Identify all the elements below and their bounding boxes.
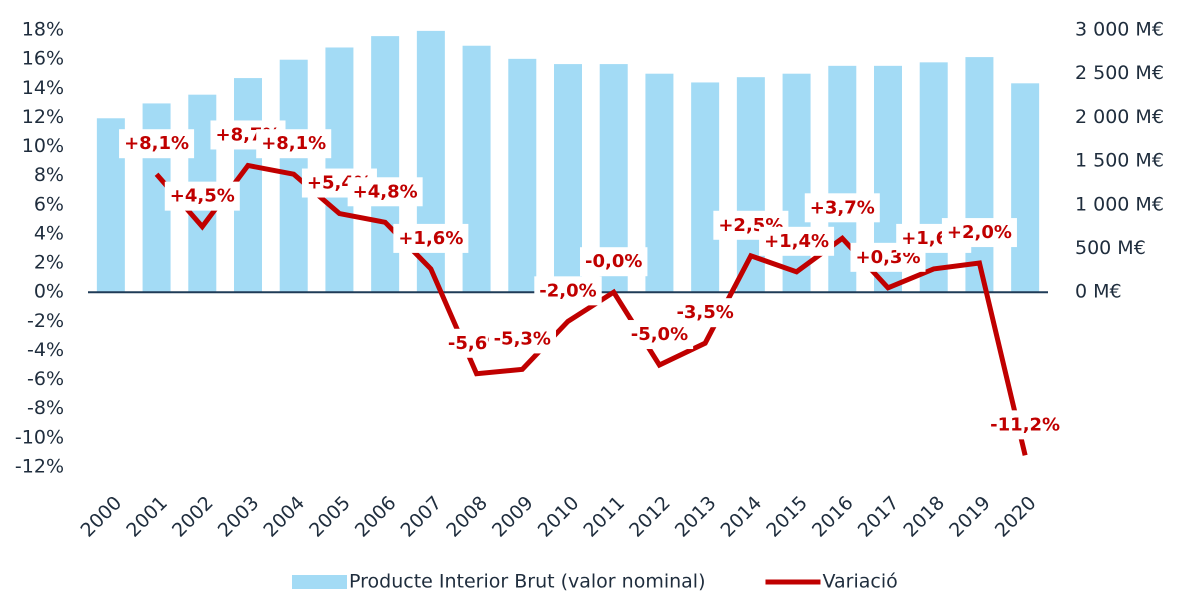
x-tick-label: 2003 [214,492,264,542]
value-label-text: -11,2% [990,414,1060,435]
value-label-bg [256,129,332,159]
value-label: +1,4% [759,226,835,256]
value-label: +1,6% [393,223,469,253]
y-tick-label: 8% [34,164,64,186]
y2-tick-label: 500 M€ [1075,237,1146,259]
value-label: +4,5% [164,181,240,211]
y-tick-label: -12% [15,456,64,478]
value-label-text: +1,6% [398,228,463,249]
value-label: +2,0% [941,218,1017,248]
value-label-bg [580,247,648,277]
y-tick-label: -2% [27,310,64,332]
value-label-bg [164,181,240,211]
y2-tick-label: 1 500 M€ [1075,150,1164,172]
x-tick-label: 2012 [625,492,675,542]
y2-tick-label: 0 M€ [1075,281,1122,303]
bar [554,64,582,293]
y-tick-label: 14% [22,77,64,99]
value-label: -3,5% [671,298,739,328]
x-tick-label: 2015 [762,492,812,542]
value-label-text: +4,8% [353,181,418,202]
value-label-bg [393,223,469,253]
bar [782,73,811,293]
x-tick-label: 2019 [945,492,995,542]
x-tick-label: 2005 [305,492,355,542]
value-label-text: -3,5% [676,302,733,323]
bar [1011,83,1040,293]
value-label-text: -5,3% [494,328,551,349]
value-label-text: +1,4% [764,231,829,252]
y-tick-label: 4% [34,222,64,244]
value-label: +4,8% [347,177,423,207]
x-tick-label: 2008 [442,492,492,542]
value-label-bg [671,298,739,328]
line [154,162,1028,456]
value-label: +8,1% [256,129,332,159]
value-label-text: -2,0% [539,280,596,301]
y-tick-label: 0% [34,281,64,303]
y-tick-label: -4% [27,339,64,361]
y-tick-label: 6% [34,193,64,215]
y2-tick-label: 1 000 M€ [1075,193,1164,215]
value-label: -11,2% [985,410,1066,440]
value-label: +8,1% [119,129,195,159]
value-label-bg [534,276,602,306]
value-label-bg [488,324,556,354]
value-label-text: +2,0% [947,222,1012,243]
value-label: -0,0% [580,247,648,277]
y-tick-label: -6% [27,368,64,390]
value-label-text: +3,7% [810,197,875,218]
bar [645,73,674,293]
x-tick-label: 2020 [991,492,1041,542]
value-label-bg [759,226,835,256]
bar [462,45,491,293]
value-label: -5,3% [488,324,556,354]
x-tick-label: 2002 [168,492,218,542]
bar [416,30,445,293]
bar [691,82,720,293]
y2-tick-label: 2 000 M€ [1075,106,1164,128]
x-tick-label: 2000 [77,492,127,542]
y-tick-label: 18% [22,19,64,41]
y-tick-label: 16% [22,48,64,70]
x-tick-label: 2010 [534,492,584,542]
y-tick-label: 12% [22,106,64,128]
value-label-bg [941,218,1017,248]
x-tick-label: 2007 [397,492,447,542]
value-label-bg [119,129,195,159]
y-tick-label: 10% [22,135,64,157]
y2-tick-label: 3 000 M€ [1075,19,1164,41]
value-label-bg [985,410,1066,440]
bar [371,36,400,293]
x-tick-label: 2001 [122,492,172,542]
x-tick-label: 2009 [488,492,538,542]
y2-tick-label: 2 500 M€ [1075,62,1164,84]
y-tick-label: -10% [15,426,64,448]
y-tick-label: 2% [34,252,64,274]
value-label-bg [347,177,423,207]
x-tick-label: 2013 [671,492,721,542]
x-tick-label: 2004 [259,492,309,542]
value-label: +3,7% [804,193,880,223]
value-label-text: -0,0% [585,251,642,272]
value-label-text: +8,1% [261,133,326,154]
value-label-bg [804,193,880,223]
y-tick-label: -8% [27,397,64,419]
x-tick-label: 2017 [854,492,904,542]
x-tick-label: 2006 [351,492,401,542]
bar [965,57,994,293]
x-tick-label: 2014 [717,492,767,542]
value-label-text: +4,5% [170,186,235,207]
value-label-text: -5,0% [631,324,688,345]
legend-label: Variació [822,571,897,593]
x-tick-label: 2011 [579,492,629,542]
x-tick-label: 2016 [808,492,858,542]
value-label-text: +8,1% [124,133,189,154]
legend-label: Producte Interior Brut (valor nominal) [349,571,705,593]
bar [508,58,537,293]
legend-swatch [292,575,347,589]
x-tick-label: 2018 [899,492,949,542]
value-label: -2,0% [534,276,602,306]
